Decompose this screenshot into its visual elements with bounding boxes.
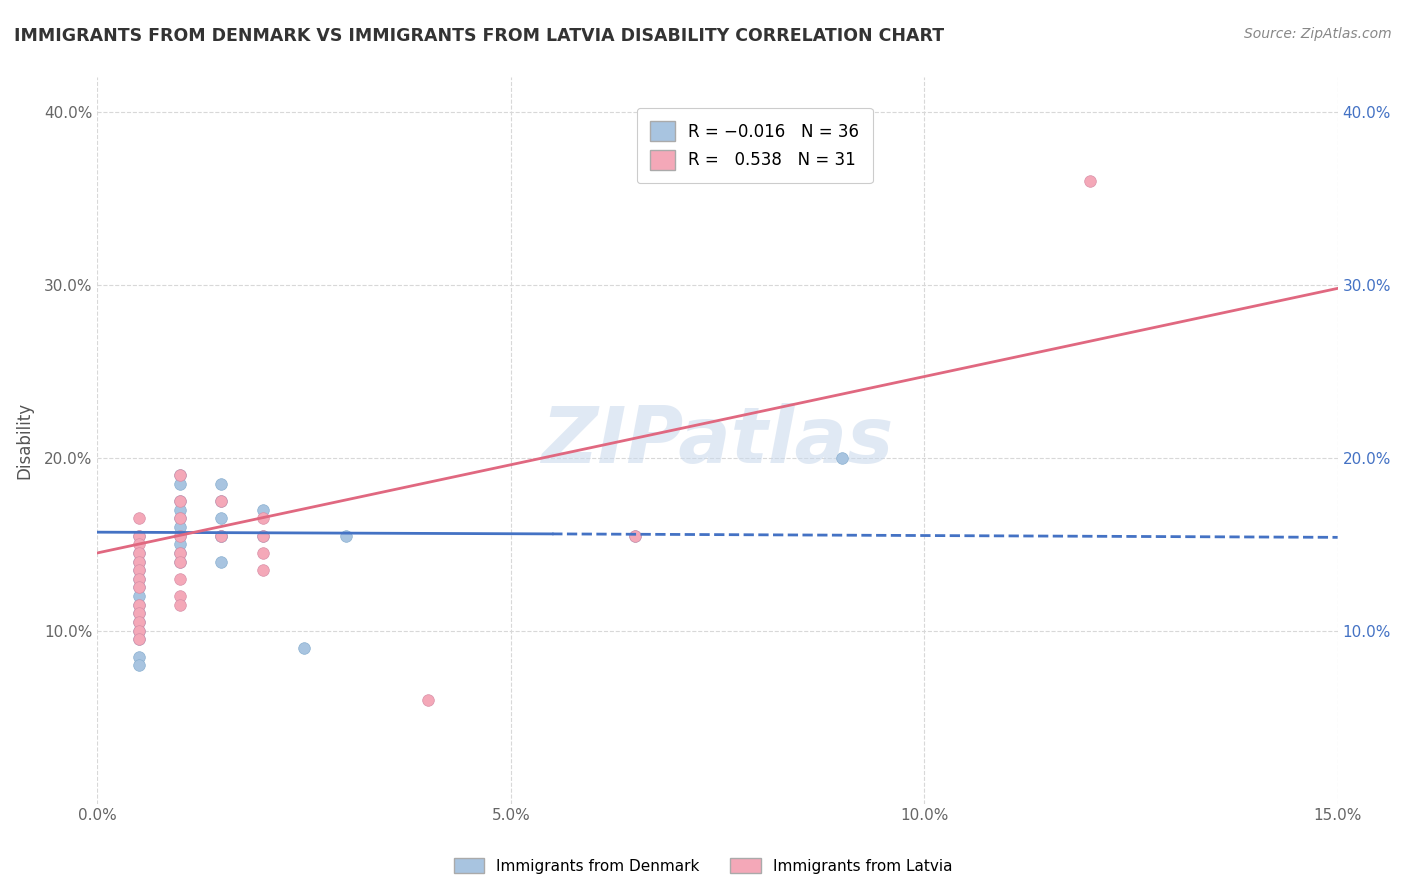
- Point: [128, 607, 150, 621]
- Point: [252, 546, 274, 560]
- Point: [169, 494, 191, 508]
- Point: [169, 468, 191, 483]
- Point: [128, 615, 150, 629]
- Point: [169, 528, 191, 542]
- Point: [169, 528, 191, 542]
- Point: [128, 581, 150, 595]
- Point: [418, 693, 440, 707]
- Point: [211, 528, 233, 542]
- Point: [169, 589, 191, 603]
- Point: [128, 615, 150, 629]
- Point: [128, 528, 150, 542]
- Point: [169, 468, 191, 483]
- Point: [169, 546, 191, 560]
- Point: [169, 494, 191, 508]
- Point: [128, 563, 150, 577]
- Point: [128, 598, 150, 612]
- Legend: Immigrants from Denmark, Immigrants from Latvia: Immigrants from Denmark, Immigrants from…: [447, 852, 959, 880]
- Point: [211, 511, 233, 525]
- Point: [1078, 174, 1101, 188]
- Point: [169, 598, 191, 612]
- Point: [252, 563, 274, 577]
- Point: [128, 537, 150, 551]
- Point: [128, 511, 150, 525]
- Point: [292, 640, 315, 655]
- Point: [128, 632, 150, 647]
- Point: [211, 555, 233, 569]
- Text: Source: ZipAtlas.com: Source: ZipAtlas.com: [1244, 27, 1392, 41]
- Point: [128, 658, 150, 673]
- Point: [128, 546, 150, 560]
- Point: [169, 511, 191, 525]
- Point: [128, 624, 150, 638]
- Point: [128, 632, 150, 647]
- Point: [169, 555, 191, 569]
- Text: ZIPatlas: ZIPatlas: [541, 402, 894, 478]
- Point: [128, 572, 150, 586]
- Point: [128, 528, 150, 542]
- Point: [128, 649, 150, 664]
- Point: [831, 450, 853, 465]
- Point: [128, 624, 150, 638]
- Point: [252, 528, 274, 542]
- Point: [624, 528, 647, 542]
- Point: [169, 511, 191, 525]
- Point: [211, 494, 233, 508]
- Point: [169, 555, 191, 569]
- Point: [252, 502, 274, 516]
- Point: [128, 546, 150, 560]
- Point: [128, 589, 150, 603]
- Point: [128, 598, 150, 612]
- Point: [169, 476, 191, 491]
- Point: [169, 520, 191, 534]
- Point: [252, 528, 274, 542]
- Point: [169, 537, 191, 551]
- Point: [211, 528, 233, 542]
- Point: [211, 476, 233, 491]
- Point: [128, 607, 150, 621]
- Point: [335, 528, 357, 542]
- Legend: R = −0.016   N = 36, R =   0.538   N = 31: R = −0.016 N = 36, R = 0.538 N = 31: [637, 108, 873, 183]
- Text: IMMIGRANTS FROM DENMARK VS IMMIGRANTS FROM LATVIA DISABILITY CORRELATION CHART: IMMIGRANTS FROM DENMARK VS IMMIGRANTS FR…: [14, 27, 945, 45]
- Point: [211, 494, 233, 508]
- Point: [169, 502, 191, 516]
- Point: [128, 555, 150, 569]
- Point: [128, 555, 150, 569]
- Point: [169, 546, 191, 560]
- Point: [128, 563, 150, 577]
- Point: [128, 572, 150, 586]
- Y-axis label: Disability: Disability: [15, 402, 32, 479]
- Point: [169, 572, 191, 586]
- Point: [128, 581, 150, 595]
- Point: [624, 528, 647, 542]
- Point: [211, 528, 233, 542]
- Point: [252, 511, 274, 525]
